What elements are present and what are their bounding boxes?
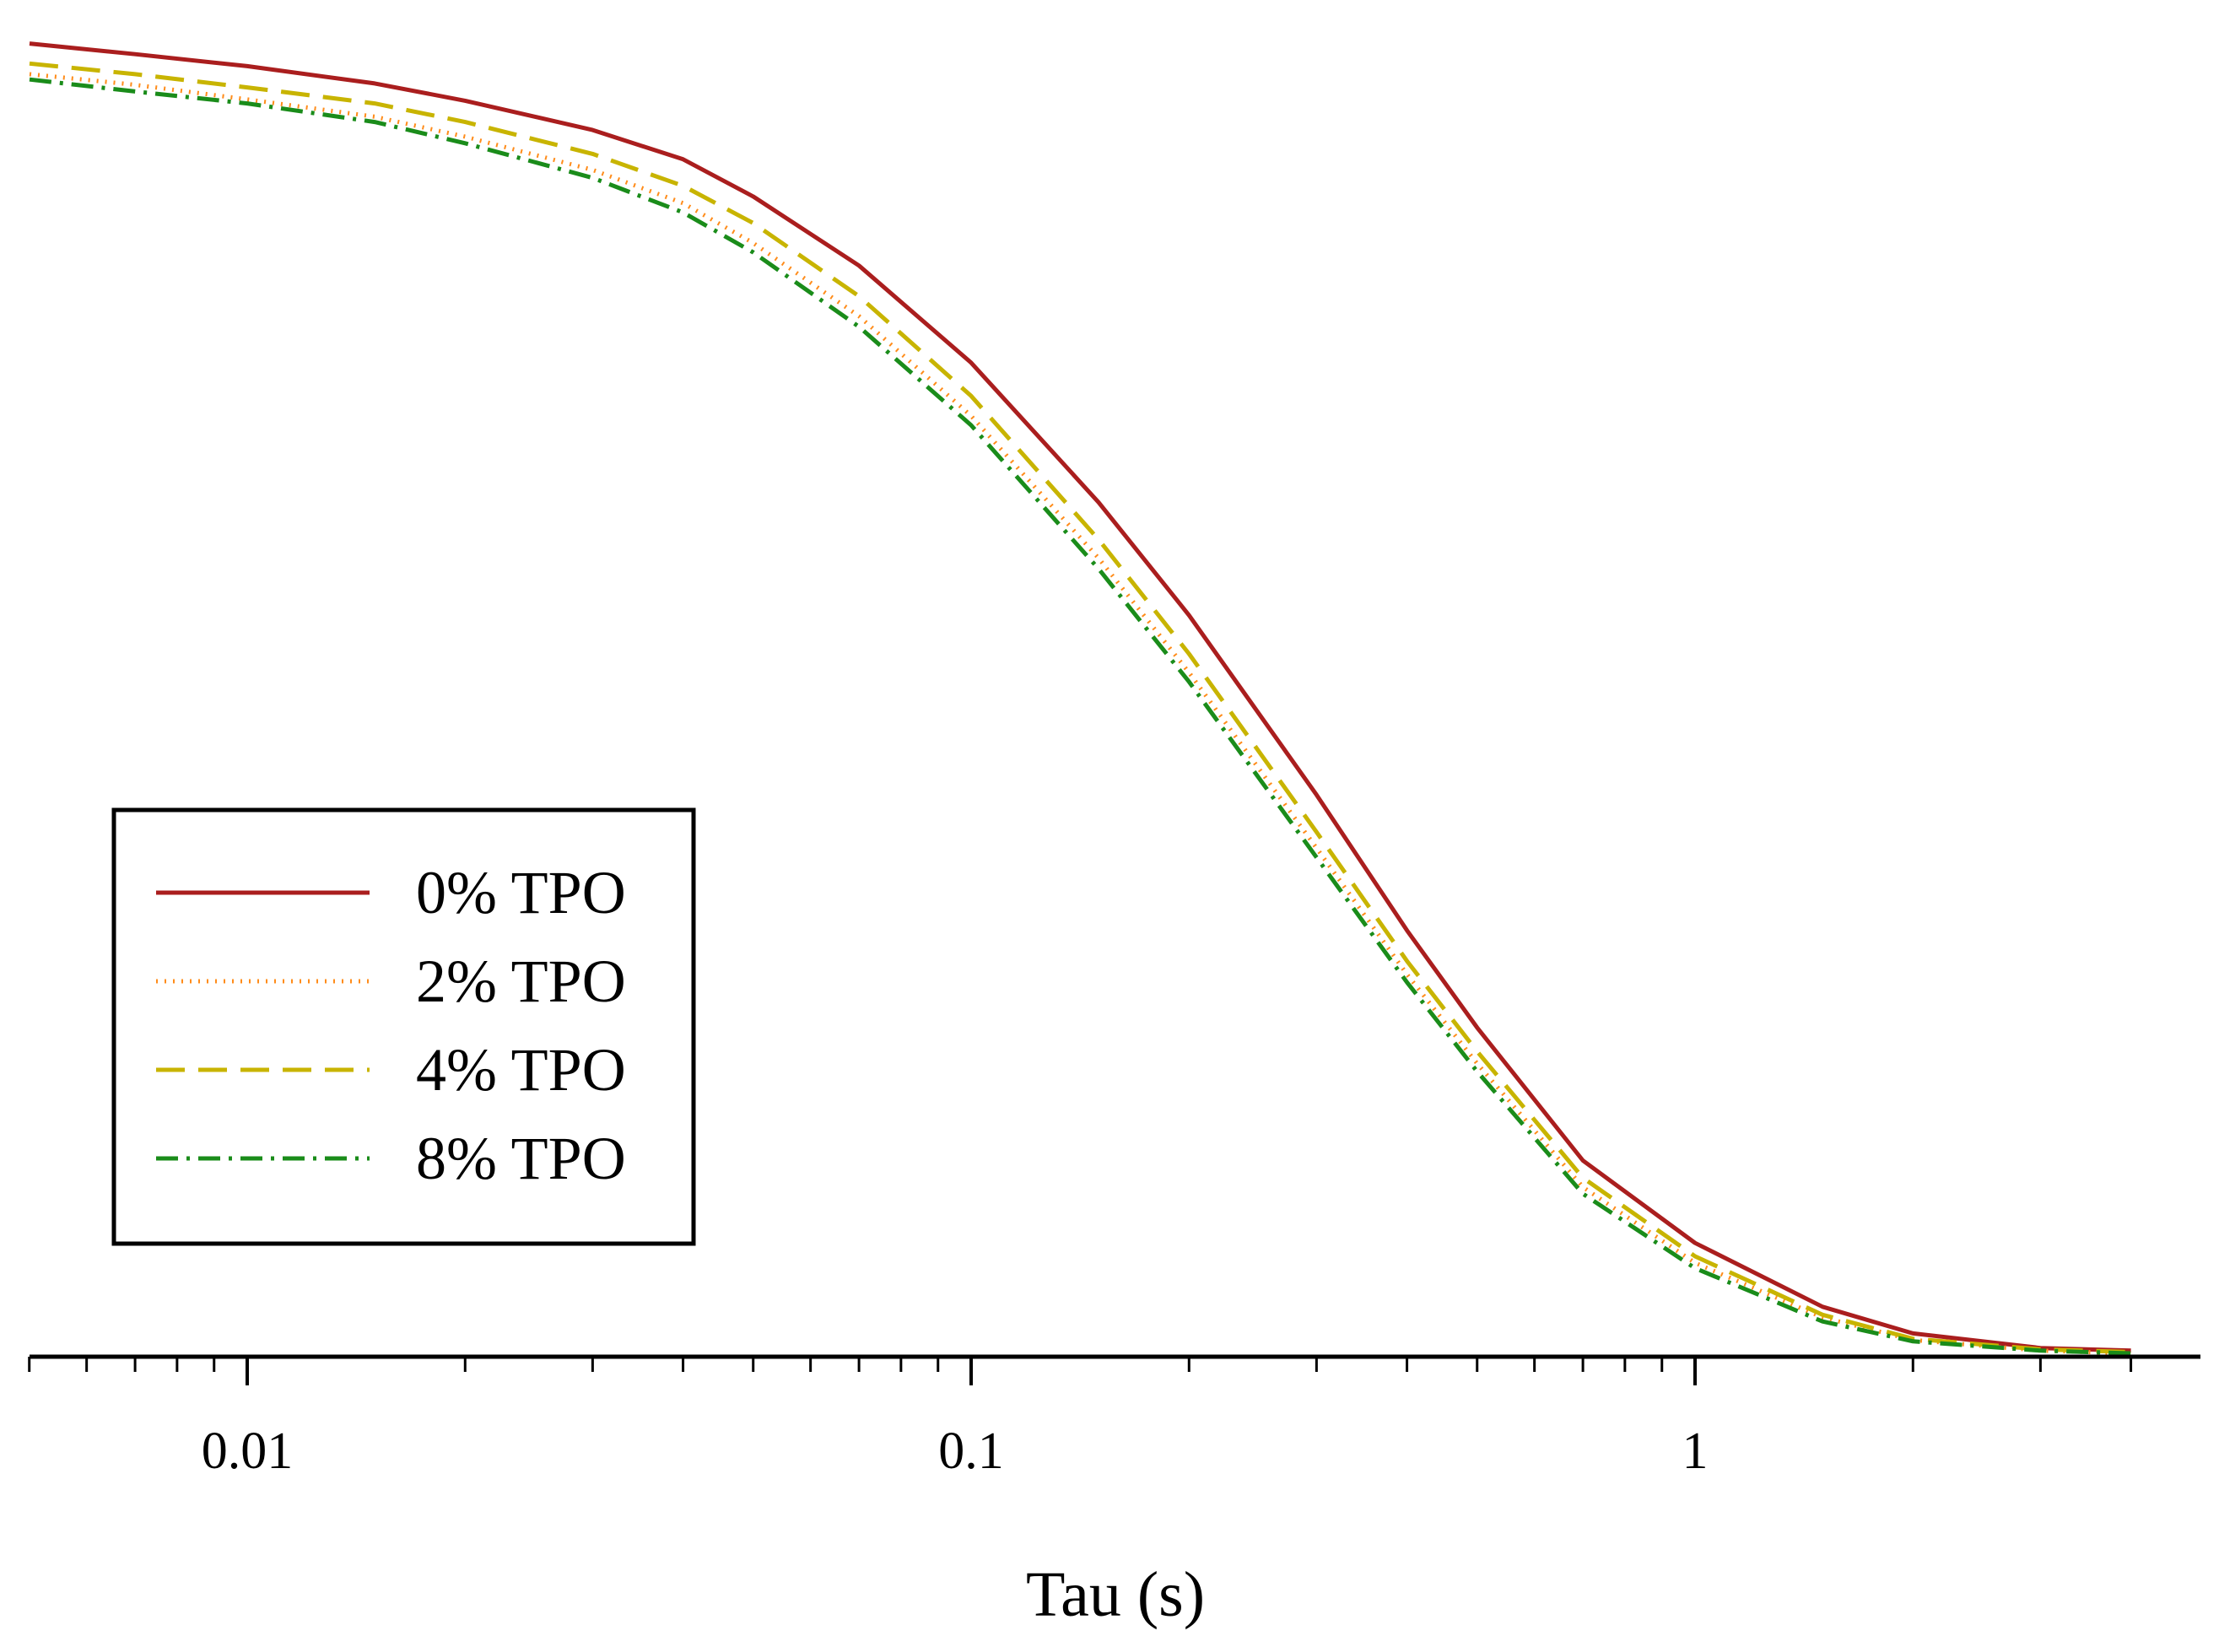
x-tick-label: 0.01 bbox=[202, 1423, 294, 1480]
legend-label-8-tpo: 8% TPO bbox=[416, 1125, 626, 1192]
legend: 0% TPO 2% TPO 4% TPO 8% TPO bbox=[111, 807, 696, 1246]
series-layer bbox=[29, 41, 2131, 1356]
series-line-8-tpo bbox=[29, 77, 2131, 1356]
series-line-4-tpo bbox=[29, 61, 2131, 1354]
legend-label-2-tpo: 2% TPO bbox=[416, 947, 626, 1015]
legend-box bbox=[111, 807, 696, 1246]
legend-label-0-tpo: 0% TPO bbox=[416, 859, 626, 926]
x-tick-label: 0.1 bbox=[938, 1423, 1004, 1480]
legend-label-4-tpo: 4% TPO bbox=[416, 1036, 626, 1104]
x-tick-label: 1 bbox=[1682, 1423, 1709, 1480]
x-axis-ticks: 0.01 0.1 1 bbox=[28, 1357, 2133, 1480]
x-axis-title: Tau (s) bbox=[1026, 1559, 1205, 1630]
x-axis: 0.01 0.1 1 bbox=[28, 1354, 2200, 1480]
series-line-0-tpo bbox=[29, 41, 2131, 1353]
